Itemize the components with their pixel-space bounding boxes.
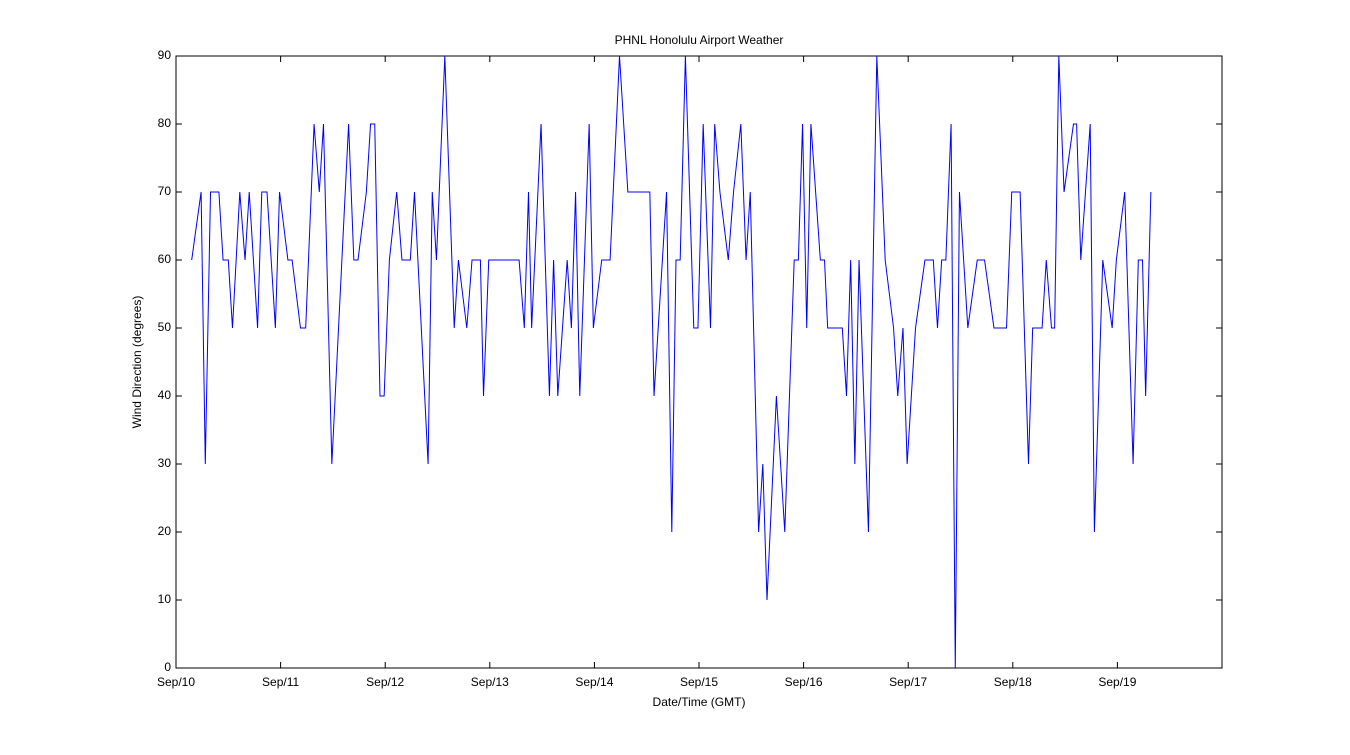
x-tick-label: Sep/11 (262, 675, 299, 689)
x-tick-label: Sep/12 (366, 675, 404, 689)
y-tick-label: 30 (158, 456, 172, 470)
x-tick-label: Sep/10 (157, 675, 195, 689)
x-tick-label: Sep/14 (575, 675, 613, 689)
x-tick-label: Sep/18 (994, 675, 1032, 689)
plot-frame (175, 55, 1223, 669)
chart-title: PHNL Honolulu Airport Weather (615, 33, 784, 47)
x-tick-label: Sep/13 (471, 675, 509, 689)
y-tick-label: 50 (158, 320, 172, 334)
y-tick-label: 80 (158, 116, 172, 130)
y-axis-label: Wind Direction (degrees) (130, 296, 144, 429)
x-tick-label: Sep/15 (680, 675, 718, 689)
y-tick-label: 70 (158, 184, 172, 198)
x-tick-label: Sep/19 (1098, 675, 1136, 689)
y-tick-label: 0 (164, 660, 171, 674)
x-tick-label: Sep/16 (785, 675, 823, 689)
y-tick-label: 10 (158, 592, 172, 606)
data-line (191, 55, 1152, 669)
y-tick-label: 60 (158, 252, 172, 266)
y-tick-label: 20 (158, 524, 172, 538)
y-tick-label: 40 (158, 388, 172, 402)
x-tick-label: Sep/17 (889, 675, 927, 689)
x-axis-label: Date/Time (GMT) (653, 695, 746, 709)
y-tick-label: 90 (158, 48, 172, 62)
